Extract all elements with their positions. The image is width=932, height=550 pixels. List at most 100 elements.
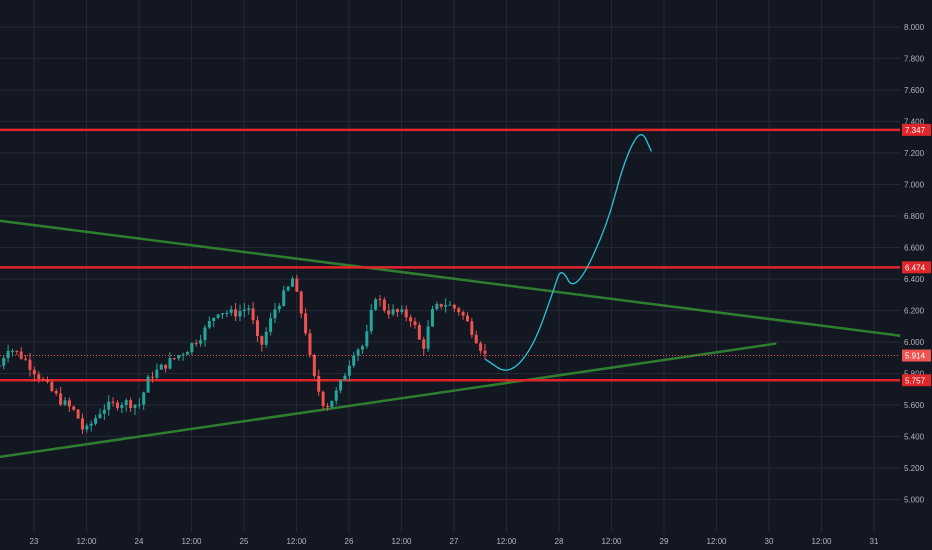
candle-body — [54, 391, 58, 394]
candle-body — [347, 365, 351, 376]
candle-body — [50, 381, 54, 392]
time-tick-label: 12:00 — [601, 537, 622, 546]
candle-body — [255, 320, 259, 337]
time-axis[interactable]: 23 12:00 24 12:00 25 12:00 26 12:00 27 12:00 28 12:… — [30, 537, 879, 546]
candle-body — [85, 425, 89, 430]
candle-body — [352, 355, 356, 366]
trendline[interactable] — [0, 342, 777, 459]
price-tick-label: 8.000 — [904, 23, 925, 32]
candle-body — [41, 378, 45, 380]
candle-body — [150, 376, 154, 378]
candle-body — [452, 304, 456, 309]
candle-body — [177, 355, 181, 359]
trendline[interactable] — [0, 219, 901, 337]
candle-body — [24, 358, 28, 360]
price-tick-label: 7.000 — [904, 181, 925, 190]
last-price-label: 5.914 — [905, 352, 926, 361]
candle-body — [474, 334, 478, 344]
candle-body — [111, 401, 115, 403]
time-tick-label: 28 — [555, 537, 564, 546]
candle-body — [146, 376, 150, 393]
candle-body — [19, 351, 23, 359]
candle-body — [28, 359, 32, 370]
price-tick-label: 7.200 — [904, 149, 925, 158]
candle-body — [6, 350, 10, 359]
price-tick-label: 5.400 — [904, 433, 925, 442]
candle-body — [142, 392, 146, 405]
grid-lines — [0, 0, 900, 532]
candle-body — [72, 406, 76, 410]
time-tick-label: 12:00 — [286, 537, 307, 546]
candle-body — [10, 350, 14, 352]
level-badge-label: 5.757 — [905, 376, 926, 385]
time-tick-label: 30 — [765, 537, 774, 546]
candle-body — [325, 405, 329, 408]
price-tick-label: 6.600 — [904, 244, 925, 253]
candle-body — [185, 352, 189, 355]
candle-body — [330, 400, 334, 408]
candle-body — [413, 321, 417, 326]
candle-body — [435, 303, 439, 310]
candle-body — [404, 309, 408, 318]
candle-body — [76, 409, 80, 419]
candle-body — [124, 400, 128, 405]
candle-body — [395, 309, 399, 313]
candle-body — [356, 349, 360, 356]
candle-body — [247, 308, 251, 310]
candle-body — [212, 317, 216, 322]
candle-body — [172, 358, 176, 360]
candle-body — [220, 313, 224, 315]
candle-body — [251, 308, 255, 321]
candle-body — [94, 418, 98, 424]
trendline-layer — [0, 219, 901, 459]
candle-body — [430, 309, 434, 327]
candle-body — [317, 376, 321, 392]
candle-body — [242, 309, 246, 312]
time-tick-label: 31 — [870, 537, 879, 546]
time-tick-label: 12:00 — [391, 537, 412, 546]
candle-body — [391, 309, 395, 315]
level-badge-label: 7.347 — [905, 126, 926, 135]
candle-body — [225, 312, 229, 314]
candle-body — [334, 390, 338, 401]
time-tick-label: 12:00 — [706, 537, 727, 546]
candle-body — [199, 340, 203, 344]
candle-body — [304, 313, 308, 334]
candle-body — [0, 365, 1, 367]
candle-body — [98, 413, 102, 419]
candle-body — [422, 339, 426, 349]
candle-body — [483, 350, 487, 354]
candle-body — [365, 331, 369, 347]
candle-body — [238, 311, 242, 317]
candle-body — [207, 321, 211, 328]
price-tick-label: 7.400 — [904, 118, 925, 127]
candle-body — [120, 404, 124, 409]
time-tick-label: 12:00 — [181, 537, 202, 546]
time-tick-label: 23 — [30, 537, 39, 546]
candle-body — [67, 400, 71, 407]
candle-body — [448, 304, 452, 306]
level-badge — [902, 123, 931, 136]
candle-body — [133, 404, 137, 408]
candle-body — [2, 358, 6, 366]
candle-body — [470, 321, 474, 335]
candle-body — [378, 299, 382, 301]
candle-body — [343, 375, 347, 381]
time-tick-label: 12:00 — [76, 537, 97, 546]
candle-body — [290, 278, 294, 287]
candle-body — [374, 299, 378, 310]
price-axis[interactable]: 8.000 7.800 7.600 7.400 7.200 7.000 6.800 6.600… — [904, 23, 925, 505]
candle-body — [216, 314, 220, 318]
projection-path[interactable] — [485, 134, 652, 371]
candle-body — [115, 402, 119, 409]
candle-body — [194, 343, 198, 345]
price-tick-label: 6.800 — [904, 212, 925, 221]
candle-body — [382, 299, 386, 311]
price-tick-label: 7.800 — [904, 55, 925, 64]
candle-body — [461, 312, 465, 316]
time-tick-label: 29 — [660, 537, 669, 546]
candle-body — [203, 327, 207, 341]
level-badge-label: 6.474 — [905, 263, 926, 272]
